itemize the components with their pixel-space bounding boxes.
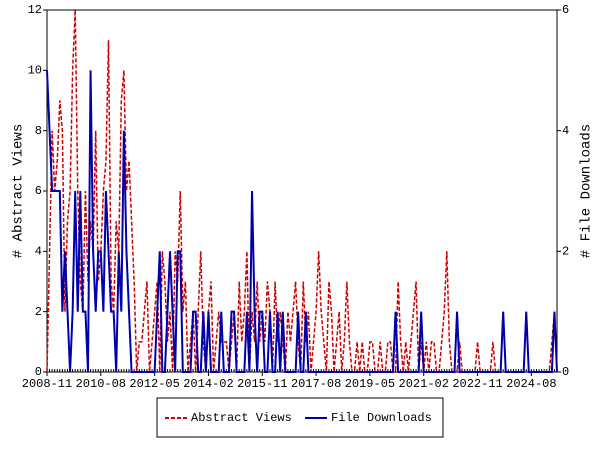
x-tick-label: 2024-08 <box>506 377 556 391</box>
y2-tick-label: 2 <box>562 245 569 259</box>
y2-tick-label: 4 <box>562 124 569 138</box>
y2-tick-label: 6 <box>562 3 569 17</box>
y-tick-label: 12 <box>28 3 42 17</box>
x-tick-label: 2019-05 <box>345 377 395 391</box>
y-tick-label: 0 <box>35 365 42 379</box>
y-tick-label: 10 <box>28 64 42 78</box>
y-axis-label: # Abstract Views <box>11 124 27 258</box>
y2-axis-label: # File Downloads <box>579 124 595 258</box>
legend-box <box>156 397 444 438</box>
y-tick-label: 8 <box>35 124 42 138</box>
y-tick-label: 4 <box>35 245 42 259</box>
x-tick-label: 2017-08 <box>291 377 341 391</box>
x-tick-label: 2008-11 <box>22 377 72 391</box>
y2-tick-label: 0 <box>562 365 569 379</box>
legend-label: Abstract Views <box>191 411 292 425</box>
x-tick-label: 2021-02 <box>399 377 449 391</box>
x-tick-label: 2010-08 <box>76 377 126 391</box>
y-tick-label: 2 <box>35 305 42 319</box>
x-tick-label: 2022-11 <box>452 377 502 391</box>
x-tick-label: 2012-05 <box>129 377 179 391</box>
series-line <box>46 70 558 373</box>
legend-label: File Downloads <box>331 411 432 425</box>
y-tick-label: 6 <box>35 184 42 198</box>
x-tick-label: 2014-02 <box>183 377 233 391</box>
x-tick-label: 2015-11 <box>237 377 287 391</box>
